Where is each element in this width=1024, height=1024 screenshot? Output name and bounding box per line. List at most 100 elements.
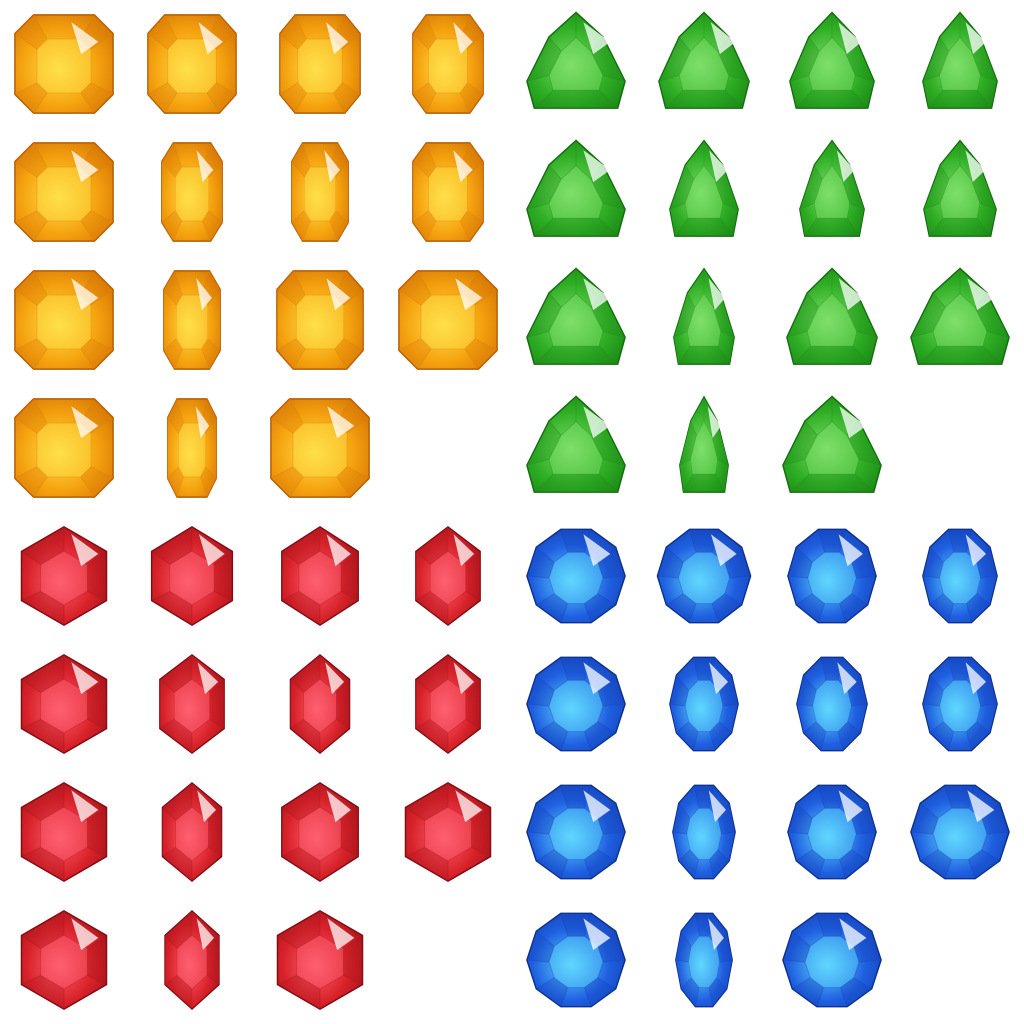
sapphire-gem-frame-15 [782,912,882,1008]
amber-gem-frame-9 [14,270,114,370]
sapphire-gem-frame-1 [526,528,626,624]
highlight-glint [967,790,995,823]
emerald-gem-frame-14 [679,395,729,493]
highlight-glint [198,22,223,55]
highlight-glint [71,790,99,823]
ruby-gem-frame-5 [20,654,108,754]
highlight-glint [836,150,855,183]
sapphire-gem-frame-7 [796,656,868,752]
highlight-glint [197,790,217,823]
ruby-gem-frame-15 [276,910,364,1010]
sapphire-gem-frame-12 [910,784,1010,880]
highlight-glint [838,278,864,311]
ruby-gem-frame-6 [159,654,225,754]
ruby-gem-frame-8 [415,654,481,754]
highlight-glint [71,918,99,951]
highlight-glint [583,150,611,183]
ruby-gem-frame-9 [20,782,108,882]
highlight-glint [326,534,351,567]
highlight-glint [326,790,351,823]
highlight-glint [326,278,351,311]
ruby-gem-frame-7 [289,654,351,754]
highlight-glint [71,150,99,183]
highlight-glint [708,278,726,311]
highlight-glint [195,406,210,439]
highlight-glint [453,150,473,183]
emerald-gem-frame-13 [526,395,626,493]
amber-gem-frame-10 [163,270,221,370]
ruby-gem-frame-10 [161,782,223,882]
highlight-glint [453,662,475,695]
amber-gem-frame-3 [279,14,361,114]
highlight-glint [71,406,99,439]
ruby-gem-frame-1 [20,526,108,626]
highlight-glint [196,150,214,183]
amber-gem-frame-7 [291,142,349,242]
sapphire-gem-frame-2 [656,528,752,624]
emerald-gem-frame-8 [923,139,997,237]
highlight-glint [71,278,99,311]
highlight-glint [710,534,737,567]
highlight-glint [838,534,863,567]
highlight-glint [198,534,225,567]
ruby-gem-frame-2 [150,526,234,626]
ruby-gem-frame-4 [415,526,481,626]
highlight-glint [967,278,995,311]
amber-gem-frame-11 [276,270,364,370]
highlight-glint [965,22,987,55]
emerald-gem-frame-2 [658,11,750,109]
emerald-gem-frame-3 [789,11,875,109]
highlight-glint [326,22,349,55]
sapphire-gem-frame-4 [922,528,998,624]
amber-gem-frame-8 [412,142,484,242]
highlight-glint [196,918,214,951]
highlight-glint [709,150,729,183]
highlight-glint [583,278,611,311]
amber-gem-frame-6 [161,142,223,242]
emerald-gem-frame-1 [526,11,626,109]
ruby-gem-frame-11 [281,782,359,882]
amber-gem-frame-12 [398,270,498,370]
amber-gem-frame-5 [14,142,114,242]
highlight-glint [325,662,345,695]
highlight-glint [839,406,867,439]
emerald-gem-frame-15 [782,395,882,493]
highlight-glint [327,406,355,439]
highlight-glint [455,278,483,311]
highlight-glint [453,22,473,55]
ruby-gem-frame-12 [404,782,492,882]
highlight-glint [707,406,722,439]
highlight-glint [838,790,863,823]
highlight-glint [455,790,483,823]
amber-gem-frame-2 [147,14,237,114]
highlight-glint [583,406,611,439]
emerald-gem-frame-12 [910,267,1010,365]
highlight-glint [583,918,611,951]
highlight-glint [837,662,857,695]
ruby-gem-frame-13 [20,910,108,1010]
emerald-gem-frame-9 [526,267,626,365]
sapphire-gem-frame-5 [526,656,626,752]
ruby-gem-frame-3 [281,526,359,626]
sapphire-gem-frame-9 [526,784,626,880]
highlight-glint [965,662,987,695]
highlight-glint [839,918,867,951]
highlight-glint [197,662,219,695]
highlight-glint [583,662,611,695]
sapphire-gem-frame-6 [669,656,739,752]
amber-gem-frame-15 [270,398,370,498]
highlight-glint [71,662,99,695]
amber-gem-frame-14 [167,398,217,498]
amber-gem-frame-4 [412,14,484,114]
amber-gem-frame-13 [14,398,114,498]
highlight-glint [71,22,99,55]
highlight-glint [708,790,726,823]
highlight-glint [324,150,340,183]
sapphire-gem-frame-13 [526,912,626,1008]
highlight-glint [453,534,475,567]
emerald-gem-frame-10 [673,267,735,365]
highlight-glint [965,534,987,567]
sapphire-gem-frame-10 [672,784,736,880]
highlight-glint [838,22,862,55]
